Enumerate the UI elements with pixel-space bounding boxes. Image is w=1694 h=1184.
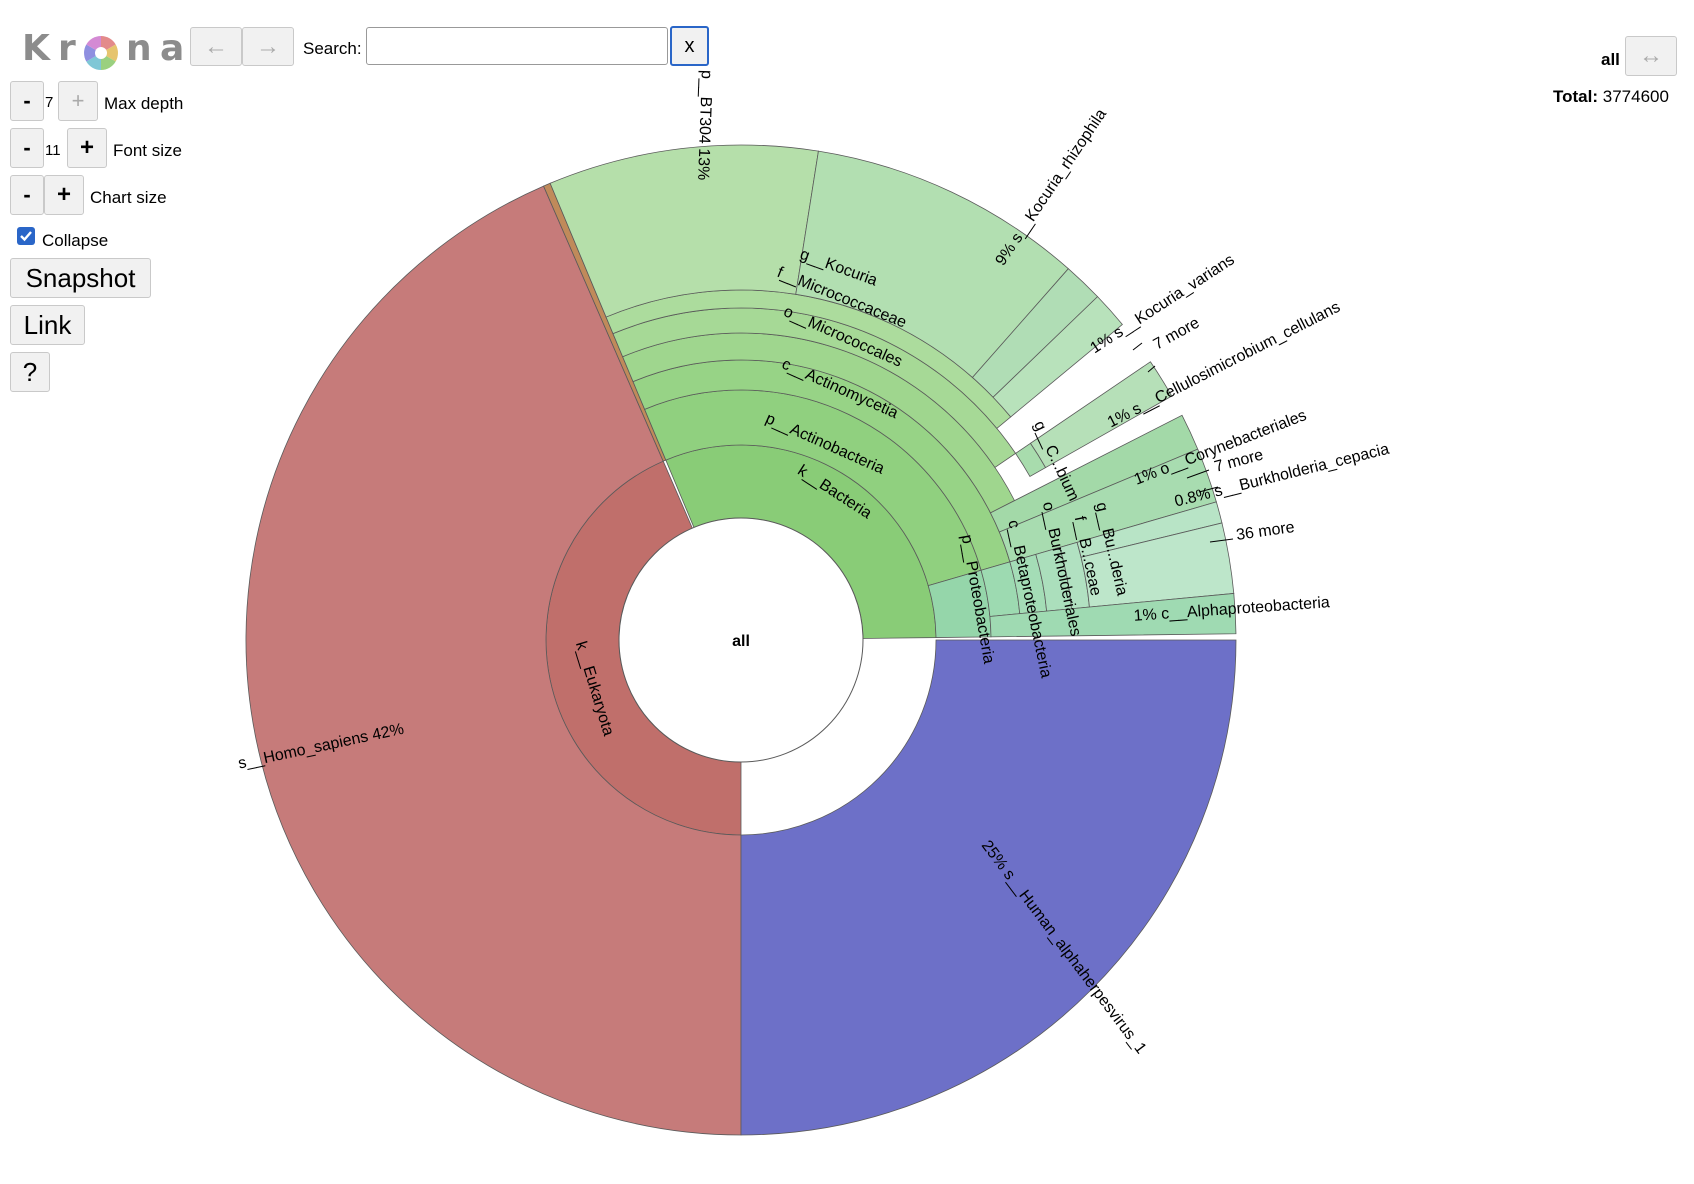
wedge-s-cellulosimicrobium-cellulans[interactable]: [1029, 361, 1173, 469]
label-36-more: 36 more: [1235, 519, 1296, 544]
checkmark-icon: [20, 231, 32, 242]
clear-search-button[interactable]: x: [670, 26, 709, 66]
search-input[interactable]: [366, 27, 668, 65]
chart-size-plus-button[interactable]: +: [44, 175, 84, 215]
search-label: Search:: [303, 39, 362, 58]
max-depth-label: Max depth: [104, 94, 184, 113]
logo-letter-n: n: [126, 28, 152, 69]
leader-line: [1186, 469, 1210, 479]
wedge-7-more[interactable]: [992, 296, 1123, 418]
center-label: all: [732, 633, 750, 650]
font-size-value: 11: [45, 142, 61, 159]
center-hole[interactable]: [618, 517, 864, 763]
wedge-c-alphaproteobacteria[interactable]: [989, 592, 1237, 638]
label-s-kocuria-rhizophila: 9% s__Kocuria_rhizophila: [992, 106, 1110, 269]
total-value: 3774600: [1602, 87, 1669, 106]
total-readout: Total: 3774600: [1553, 87, 1669, 107]
wedge-s-human-alphaherpesvirus-1[interactable]: [740, 639, 1237, 1136]
focus-node-label: all: [1601, 50, 1620, 69]
leader-line: [1147, 365, 1156, 373]
font-size-label: Font size: [113, 141, 182, 160]
collapse-checkbox[interactable]: [17, 227, 35, 245]
chart-size-label: Chart size: [90, 188, 167, 207]
total-label: Total:: [1553, 87, 1599, 106]
forward-button[interactable]: →: [242, 27, 294, 66]
leader-line: [1132, 342, 1143, 351]
leader-line: [1209, 538, 1234, 543]
logo-letter-k: K: [22, 28, 50, 69]
wedge-s-homo-sapiens[interactable]: [245, 185, 742, 1136]
max-depth-minus-button[interactable]: -: [10, 81, 44, 121]
back-button[interactable]: ←: [190, 27, 242, 66]
max-depth-value: 7: [45, 94, 54, 111]
chart-size-minus-button[interactable]: -: [10, 175, 44, 215]
logo-letter-a: a: [160, 28, 185, 69]
label-p-bt304: p__BT304 13%: [694, 70, 715, 181]
leader-line: [1198, 486, 1219, 493]
help-button[interactable]: ?: [10, 352, 50, 392]
link-button[interactable]: Link: [10, 305, 85, 345]
snapshot-button[interactable]: Snapshot: [10, 258, 151, 298]
expand-button[interactable]: ↔: [1625, 36, 1677, 76]
max-depth-plus-button[interactable]: +: [58, 81, 98, 121]
font-size-minus-button[interactable]: -: [10, 128, 44, 168]
font-size-plus-button[interactable]: +: [67, 128, 107, 168]
label-7-more-a: 7 more: [1151, 314, 1203, 353]
logo-letter-r: r: [58, 28, 76, 69]
collapse-label: Collapse: [42, 231, 109, 250]
krona-logo-icon: [84, 36, 118, 70]
